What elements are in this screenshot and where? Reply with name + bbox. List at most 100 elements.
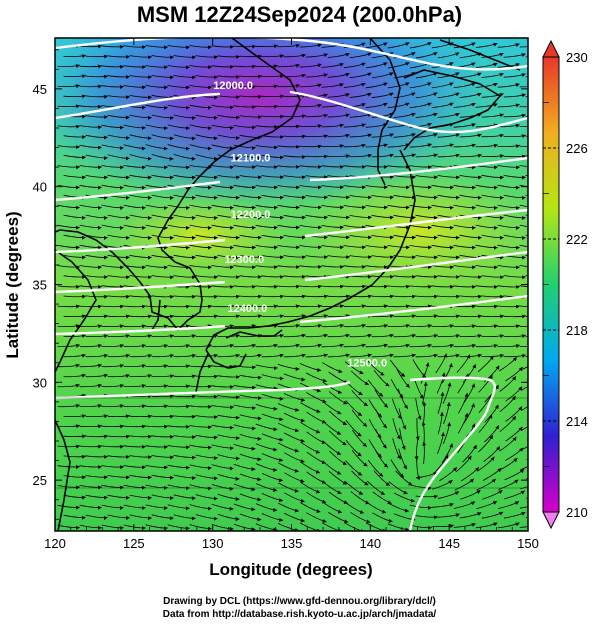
wind-arrow xyxy=(217,55,240,60)
wind-arrow xyxy=(101,165,124,170)
wind-arrow xyxy=(475,244,498,250)
wind-arrow xyxy=(431,184,454,190)
wind-arrow xyxy=(79,144,102,150)
wind-arrow xyxy=(79,363,102,368)
wind-arrow xyxy=(415,255,438,260)
wind-arrow xyxy=(101,285,124,290)
wind-arrow xyxy=(367,379,384,397)
wind-arrow xyxy=(503,73,526,78)
wind-arrow xyxy=(503,174,526,180)
wind-arrow xyxy=(306,372,327,383)
contour-label: 12100.0 xyxy=(231,152,271,164)
wind-arrow xyxy=(57,265,80,270)
wind-arrow xyxy=(151,194,174,200)
wind-arrow xyxy=(123,445,146,450)
wind-arrow xyxy=(478,374,493,393)
wind-arrow xyxy=(481,154,504,159)
wind-arrow xyxy=(481,314,504,319)
wind-arrow xyxy=(129,214,152,220)
wind-arrow xyxy=(299,304,322,309)
wind-arrow xyxy=(167,224,190,230)
wind-arrow xyxy=(299,343,322,348)
wind-arrow xyxy=(415,398,422,420)
wind-arrow xyxy=(475,324,498,329)
wind-arrow xyxy=(255,443,278,452)
wind-arrow xyxy=(173,374,196,379)
wind-arrow xyxy=(412,359,427,378)
wind-arrow xyxy=(349,235,372,240)
wind-arrow xyxy=(173,194,196,200)
wind-arrow xyxy=(497,165,520,170)
wind-arrow xyxy=(173,254,196,260)
wind-arrow xyxy=(195,154,218,161)
wind-arrow xyxy=(239,115,262,120)
wind-arrow xyxy=(85,74,108,79)
wind-arrow xyxy=(453,42,476,49)
wind-arrow xyxy=(261,234,284,240)
wind-arrow xyxy=(409,284,432,289)
wind-arrow xyxy=(85,134,108,140)
wind-arrow xyxy=(475,204,498,210)
wind-arrow xyxy=(481,133,504,138)
wind-arrow xyxy=(173,494,196,501)
wind-arrow xyxy=(173,275,196,280)
wind-arrow xyxy=(101,424,124,429)
wind-arrow xyxy=(350,512,371,524)
wind-arrow xyxy=(455,455,472,473)
wind-arrow xyxy=(321,324,344,328)
wind-arrow xyxy=(322,461,342,475)
wind-arrow xyxy=(255,384,278,391)
wind-arrow xyxy=(349,92,372,98)
wind-arrow xyxy=(107,214,130,220)
wind-arrow xyxy=(283,134,306,139)
wind-arrow xyxy=(387,185,410,190)
wind-arrow xyxy=(239,234,262,240)
wind-arrow xyxy=(284,492,305,503)
wind-arrow xyxy=(387,324,410,328)
coastlines xyxy=(55,38,521,531)
wind-arrow xyxy=(151,214,174,220)
wind-arrow xyxy=(375,428,387,449)
wind-arrow xyxy=(327,52,350,58)
wind-arrow xyxy=(63,373,86,378)
wind-arrow xyxy=(189,405,212,409)
wind-arrow xyxy=(327,255,350,260)
wind-arrow xyxy=(456,354,471,373)
wind-arrow xyxy=(211,424,234,430)
wind-arrow xyxy=(499,395,516,413)
wind-arrow xyxy=(189,344,212,348)
wind-arrow xyxy=(305,154,328,159)
wind-arrow xyxy=(393,92,416,99)
wind-arrow xyxy=(351,370,369,386)
wind-arrow xyxy=(151,154,174,161)
wind-arrow xyxy=(477,456,495,472)
wind-arrow xyxy=(261,453,284,462)
wind-arrow xyxy=(349,255,372,260)
wind-arrow xyxy=(255,125,278,130)
wind-arrow xyxy=(189,484,212,491)
wind-arrow xyxy=(145,104,168,110)
wind-arrow xyxy=(300,421,321,434)
wind-arrow xyxy=(123,384,146,389)
wind-arrow xyxy=(173,334,196,339)
wind-arrow xyxy=(475,143,498,148)
wind-arrow xyxy=(255,44,278,49)
wind-arrow xyxy=(233,184,256,190)
wind-arrow xyxy=(123,424,146,429)
wind-arrow xyxy=(255,204,278,210)
wind-arrow xyxy=(173,75,196,80)
x-tick-label: 125 xyxy=(123,536,145,551)
wind-arrow xyxy=(239,453,262,462)
wind-arrow xyxy=(195,175,218,180)
wind-arrow xyxy=(365,324,388,328)
wind-arrow xyxy=(431,204,454,210)
wind-arrow xyxy=(211,45,234,50)
wind-arrow xyxy=(189,85,212,90)
wind-arrow xyxy=(343,245,366,250)
wind-arrow xyxy=(343,143,366,148)
wind-arrow xyxy=(233,384,256,390)
wind-arrow xyxy=(504,468,525,481)
wind-arrow xyxy=(233,284,256,289)
wind-arrow xyxy=(129,254,152,260)
wind-arrow xyxy=(432,480,453,490)
